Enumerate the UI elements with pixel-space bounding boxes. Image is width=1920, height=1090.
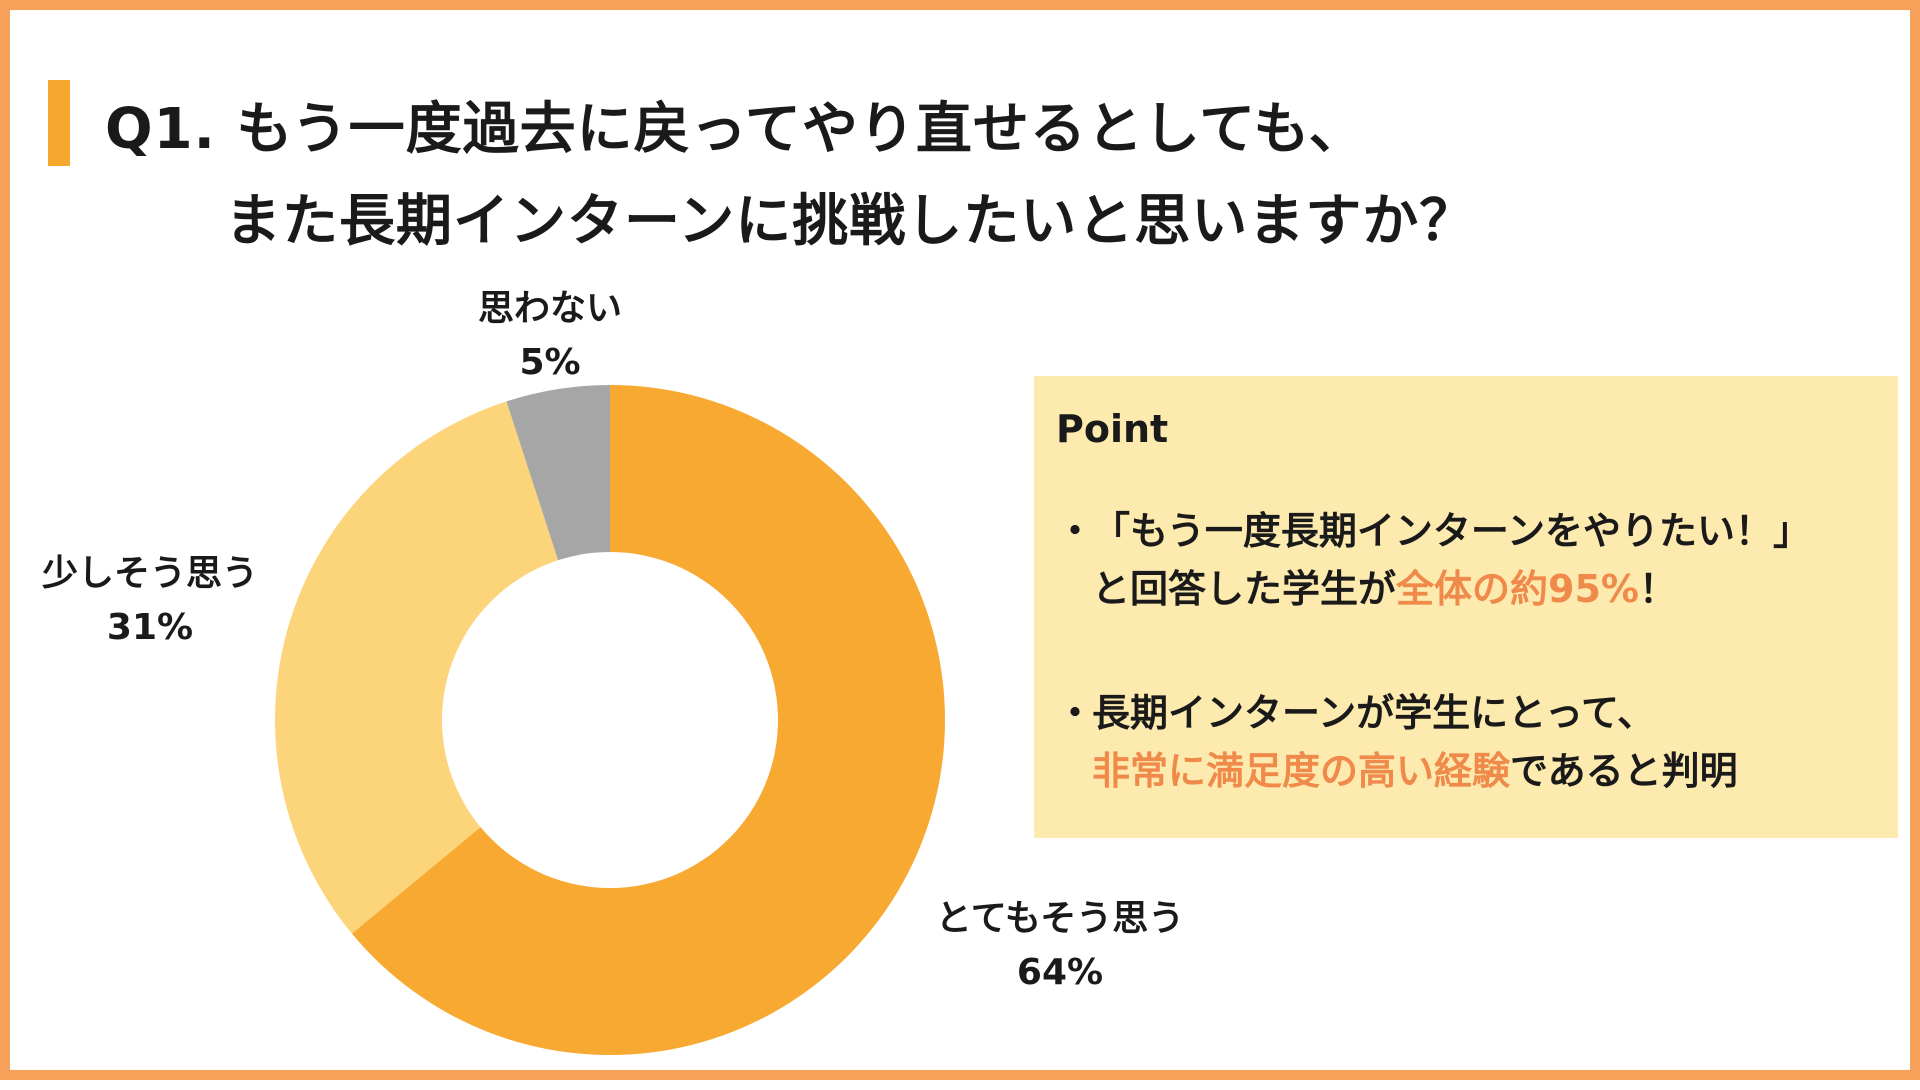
bullet-1: ・ [1056, 509, 1095, 553]
point-item-2-highlight: 非常に満足度の高い経験 [1092, 749, 1511, 793]
point-item-2-line-2: 非常に満足度の高い経験であると判明 [1092, 742, 1876, 800]
title-line-1: Q1. もう一度過去に戻ってやり直せるとしても、 [105, 97, 1366, 162]
slice-label-3: 思わない [478, 288, 622, 329]
point-item-2: ・ 長期インターンが学生にとって、 非常に満足度の高い経験であると判明 [1056, 684, 1876, 800]
bullet-2: ・ [1056, 691, 1095, 735]
point-item-2-text-after: であると判明 [1510, 749, 1738, 793]
point-item-1-text-after: ！ [1638, 567, 1677, 611]
point-item-1-highlight: 全体の約95% [1396, 567, 1639, 611]
point-item-1: ・ 「もう一度長期インターンをやりたい！」 と回答した学生が全体の約95%！ [1056, 502, 1876, 618]
page-title: Q1. もう一度過去に戻ってやり直せるとしても、 また長期インターンに挑戦したい… [105, 84, 1805, 268]
point-item-1-line-1: 「もう一度長期インターンをやりたい！」 [1092, 509, 1811, 553]
slice-label-2: 少しそう思う [42, 553, 258, 594]
title-accent-bar [48, 80, 70, 166]
donut-hole [442, 552, 778, 888]
slice-value-2: 31% [107, 607, 193, 648]
point-heading: Point [1056, 407, 1169, 451]
donut-chart: とてもそう思う 64% 少しそう思う 31% 思わない 5% [42, 288, 1184, 1055]
point-item-2-line-1: 長期インターンが学生にとって、 [1092, 691, 1656, 735]
point-box: Point ・ 「もう一度長期インターンをやりたい！」 と回答した学生が全体の約… [1034, 376, 1898, 838]
slice-value-3: 5% [519, 342, 580, 383]
slice-label-1: とてもそう思う [936, 898, 1184, 939]
slice-2 [275, 401, 610, 934]
point-item-1-line-2: と回答した学生が全体の約95%！ [1092, 560, 1876, 618]
point-item-1-text-before: と回答した学生が [1092, 567, 1397, 611]
title-line-2: また長期インターンに挑戦したいと思いますか？ [225, 189, 1477, 254]
slice-value-1: 64% [1017, 952, 1103, 993]
